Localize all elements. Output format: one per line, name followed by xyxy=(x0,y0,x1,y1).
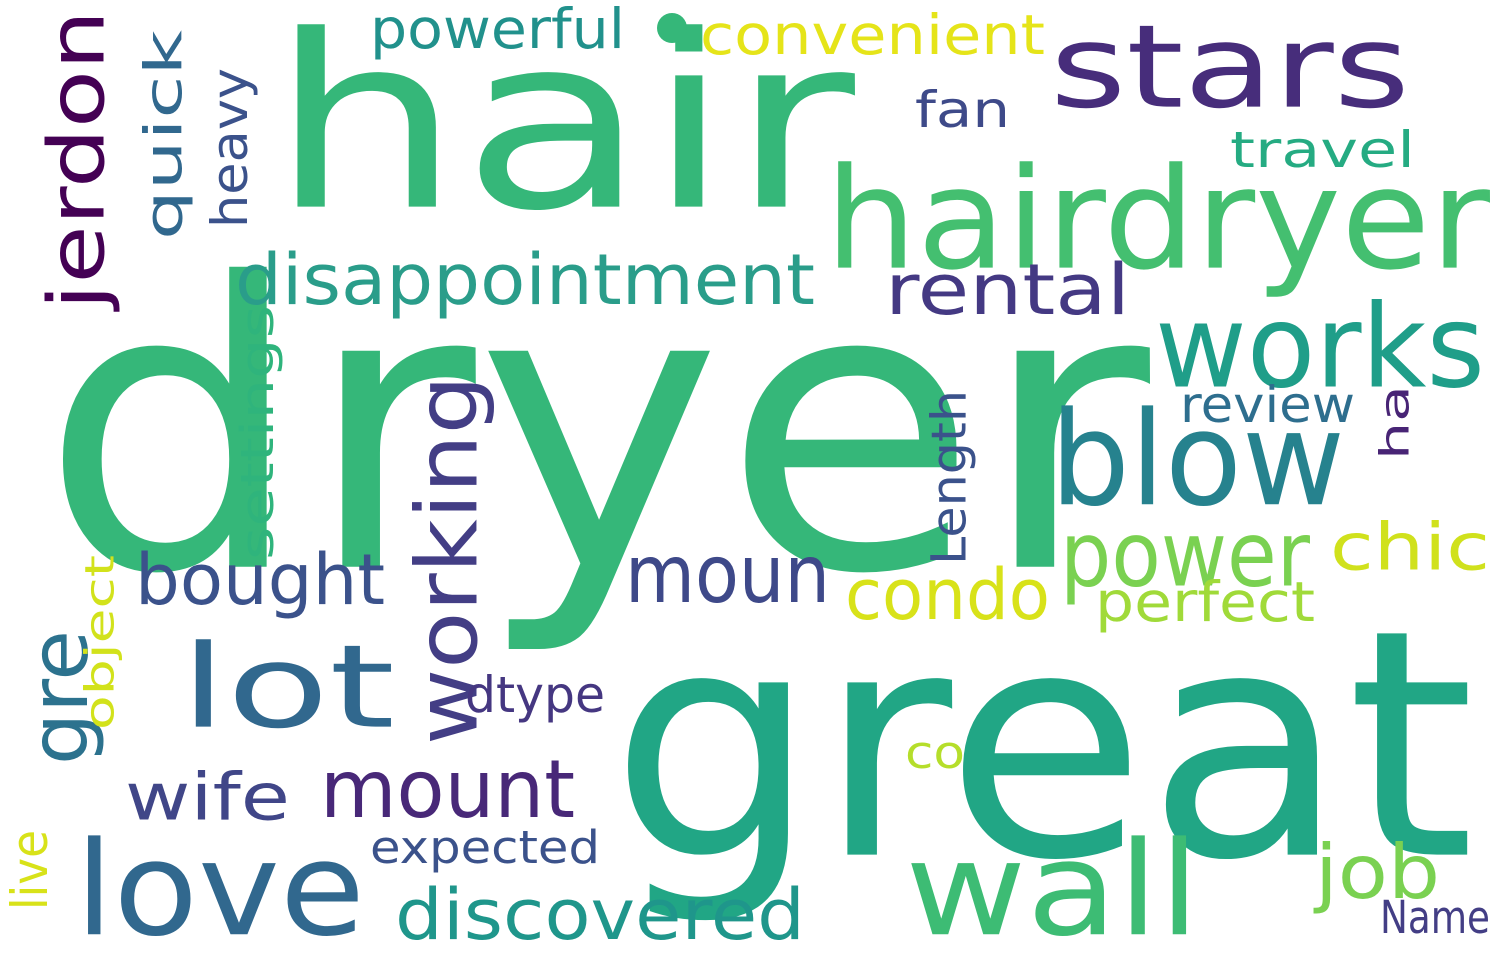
word-powerful: powerful xyxy=(370,0,625,62)
word-hair: hair xyxy=(270,0,855,265)
word-heavy: heavy xyxy=(200,68,260,229)
word-fan: fan xyxy=(915,80,1010,139)
word-job: job xyxy=(1315,828,1440,916)
word-wife: wife xyxy=(125,759,290,836)
word-co: co xyxy=(905,725,965,779)
word-jerdon: jerdon xyxy=(30,9,123,310)
word-review: review xyxy=(1180,375,1355,434)
word-settings: settings xyxy=(230,305,284,560)
word-love: love xyxy=(75,813,365,960)
word-convenient: convenient xyxy=(700,3,1045,68)
word-perfect: perfect xyxy=(1095,570,1315,635)
word-wall: wall xyxy=(905,813,1200,960)
word-stars: stars xyxy=(1050,0,1410,135)
word-moun: moun xyxy=(625,527,830,622)
word-great: great xyxy=(610,561,1475,931)
word-power: power xyxy=(1060,501,1310,608)
word-expected: expected xyxy=(370,820,600,874)
word-dtype: dtype xyxy=(465,665,605,724)
word-live: live xyxy=(0,830,60,910)
word-works: works xyxy=(1155,279,1485,415)
word-chic: chic xyxy=(1330,509,1490,586)
dot-mark xyxy=(657,13,687,43)
word-object: object xyxy=(76,555,124,730)
word-quick: quick xyxy=(133,30,195,241)
word-name: Name xyxy=(1380,890,1490,944)
word-mount: mount xyxy=(320,742,575,837)
word-dryer: dryer xyxy=(40,199,1150,662)
word-condo: condo xyxy=(845,553,1050,636)
word-bought: bought xyxy=(135,538,385,621)
word-discovered: discovered xyxy=(395,873,805,956)
word-hairdryer: hairdryer xyxy=(825,137,1490,302)
word-rental: rental xyxy=(885,248,1130,331)
word-blow: blow xyxy=(1050,383,1345,536)
word-lot: lot xyxy=(180,619,395,755)
word-travel: travel xyxy=(1230,120,1415,179)
word-ha: ha xyxy=(1371,385,1419,460)
word-disappointment: disappointment xyxy=(235,238,815,321)
word-length: Length xyxy=(920,390,977,565)
